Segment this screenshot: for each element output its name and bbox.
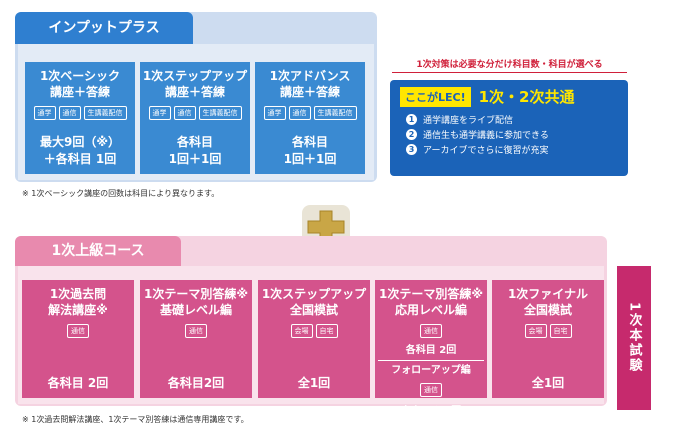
course-title: 1次テーマ別答練※ bbox=[378, 287, 484, 301]
tag: 通信 bbox=[58, 106, 81, 120]
headline: 1次・2次共通 bbox=[478, 88, 575, 106]
course-detail: 中小のみ 1回 bbox=[400, 406, 462, 417]
tag: 通信 bbox=[288, 106, 311, 120]
point: 1 通学講座をライブ配信 bbox=[406, 113, 618, 126]
course-title: 全国模試 bbox=[289, 303, 338, 317]
course-detail: 各科目 bbox=[291, 135, 328, 149]
point: 3 アーカイブでさらに復習が充実 bbox=[406, 143, 618, 156]
tag: 通信 bbox=[185, 324, 207, 338]
tag: 自宅 bbox=[549, 324, 572, 338]
course-detail: 全1回 bbox=[531, 376, 565, 390]
tags: 通学 通信 生講義配信 bbox=[148, 106, 242, 120]
point-number: 3 bbox=[406, 144, 417, 155]
course-detail: 最大9回（※） bbox=[39, 135, 121, 149]
course-box: 1次ファイナル 全国模試会場 自宅全1回 bbox=[492, 280, 604, 398]
course-title: 1次ベーシック bbox=[39, 69, 121, 83]
adv-tab: 1次上級コース bbox=[15, 236, 181, 266]
tag: 通信 bbox=[420, 324, 442, 338]
tags: 通学 通信 生講義配信 bbox=[263, 106, 357, 120]
course-box: 1次アドバンス 講座＋答練 通学 通信 生講義配信 各科目 1回＋1回 bbox=[255, 62, 365, 174]
exam: 1次本試験 bbox=[617, 266, 651, 410]
follow-up-title: フォローアップ編 bbox=[391, 365, 471, 376]
course-title: 講座＋答練 bbox=[164, 85, 225, 99]
divider bbox=[377, 360, 485, 361]
course-detail: 各科目 2回 bbox=[405, 345, 457, 356]
point-text: アーカイブでさらに復習が充実 bbox=[423, 146, 549, 156]
course-title: 1次過去問 bbox=[49, 287, 107, 301]
course-title: 1次テーマ別答練※ bbox=[143, 287, 249, 301]
tags: 通信 bbox=[185, 324, 207, 338]
tag: 会場 bbox=[524, 324, 547, 338]
tag: 会場 bbox=[290, 324, 313, 338]
course-box: 1次過去問解法講座※ 通信各科目 2回 bbox=[22, 280, 134, 398]
course-detail: ＋各科目 1回 bbox=[43, 152, 117, 166]
course-title: 応用レベル編 bbox=[394, 303, 467, 317]
adv-note: ※ 1次過去問解法講座、1次テーマ別答練は通信専用講座です。 bbox=[22, 415, 249, 424]
course-box: 1次ベーシック 講座＋答練 通学 通信 生講義配信 最大9回（※） ＋各科目 1回 bbox=[25, 62, 135, 174]
input-note: ※ 1次ベーシック講座の回数は科目により異なります。 bbox=[22, 189, 220, 198]
tags: 通学 通信 生講義配信 bbox=[33, 106, 127, 120]
course-title: 1次アドバンス bbox=[269, 69, 351, 83]
point: 2 通信生も通学講義に参加できる bbox=[406, 128, 618, 141]
tag: 通信 bbox=[420, 383, 442, 397]
badge: ここがLEC! bbox=[400, 86, 471, 107]
course-title: 講座＋答練 bbox=[49, 85, 110, 99]
tag: 自宅 bbox=[315, 324, 338, 338]
course-title: 講座＋答練 bbox=[279, 85, 340, 99]
tag: 通学 bbox=[263, 106, 286, 120]
course-detail: 全1回 bbox=[297, 376, 331, 390]
course-title: 基礎レベル編 bbox=[159, 303, 232, 317]
course-detail: 1回＋1回 bbox=[168, 152, 222, 166]
course-detail: 1回＋1回 bbox=[283, 152, 337, 166]
course-box: 1次テーマ別答練※ 応用レベル編 通信 各科目 2回 フォローアップ編 通信 中小のみ 1回 bbox=[375, 280, 487, 417]
input-tab: インプットプラス bbox=[15, 12, 193, 44]
course-detail: 各科目2回 bbox=[167, 376, 225, 390]
tags: 通信 bbox=[420, 383, 442, 397]
course-title: 全国模試 bbox=[523, 303, 572, 317]
course-box: 1次テーマ別答練※ 基礎レベル編 通信各科目2回 bbox=[140, 280, 252, 398]
lec-head: ここがLEC! 1次・2次共通 bbox=[400, 86, 618, 107]
course-box: 1次ステップアップ 全国模試会場 自宅全1回 bbox=[258, 280, 370, 398]
course-title: 1次ステップアップ bbox=[261, 287, 367, 301]
banner: 1次対策は必要な分だけ科目数・科目が選べる bbox=[416, 60, 603, 70]
tag: 生講義配信 bbox=[198, 106, 242, 120]
tags: 通信 bbox=[420, 324, 442, 338]
tag: 通信 bbox=[67, 324, 89, 338]
tags: 会場 自宅 bbox=[524, 324, 572, 338]
course-title: 1次ステップアップ bbox=[142, 69, 248, 83]
lec-box: ここがLEC! 1次・2次共通 1 通学講座をライブ配信 2 通信生も通学講義に参加できる… bbox=[390, 80, 628, 176]
tag: 通学 bbox=[148, 106, 171, 120]
point-number: 2 bbox=[406, 129, 417, 140]
point-number: 1 bbox=[406, 114, 417, 125]
tags: 会場 自宅 bbox=[290, 324, 338, 338]
tag: 生講義配信 bbox=[83, 106, 127, 120]
course-title: 解法講座※ bbox=[48, 303, 108, 317]
banner-line bbox=[392, 72, 627, 73]
tag: 通学 bbox=[33, 106, 56, 120]
tags: 通信 bbox=[67, 324, 89, 338]
course-detail: 各科目 2回 bbox=[47, 376, 109, 390]
tag: 生講義配信 bbox=[313, 106, 357, 120]
course-box: 1次ステップアップ 講座＋答練 通学 通信 生講義配信 各科目 1回＋1回 bbox=[140, 62, 250, 174]
tag: 通信 bbox=[173, 106, 196, 120]
course-detail: 各科目 bbox=[176, 135, 213, 149]
course-title: 1次ファイナル bbox=[507, 287, 589, 301]
point-text: 通信生も通学講義に参加できる bbox=[423, 131, 549, 141]
point-text: 通学講座をライブ配信 bbox=[423, 116, 514, 126]
